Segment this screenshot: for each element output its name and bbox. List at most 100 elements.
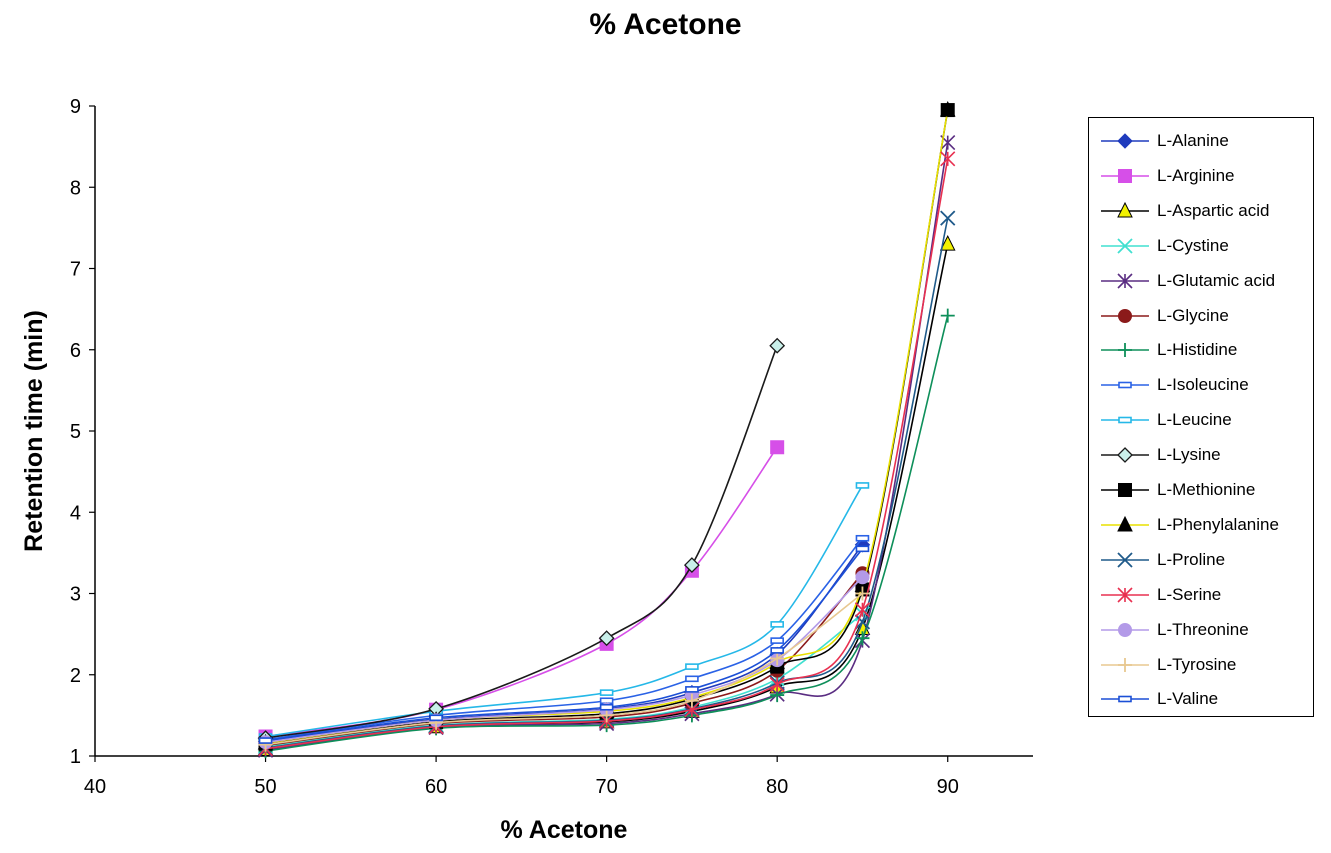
legend-label: L-Valine [1157,689,1219,709]
data-point [939,100,956,117]
chart-legend: L-Alanine L-Arginine L-Aspartic acid L-Cyst… [1088,117,1314,717]
legend-swatch [1101,238,1149,254]
legend-swatch-marker [1118,168,1132,183]
y-tick-label: 8 [70,177,81,199]
series-line [265,142,949,752]
legend-label: L-Methionine [1157,480,1256,499]
y-tick-label: 3 [70,584,81,606]
legend-swatch [1101,168,1149,183]
legend-item: L-Methionine [1089,473,1313,507]
legend-item: L-Glutamic acid [1089,264,1313,298]
x-tick-label: 80 [766,776,788,798]
legend-item: L-Valine [1089,682,1313,716]
data-point [855,631,870,646]
data-point [599,703,614,711]
data-point [769,337,786,354]
series-l-proline [257,210,956,756]
legend-swatch [1101,587,1149,603]
legend-swatch-marker [1118,381,1132,389]
series-l-arginine [258,440,785,744]
legend-swatch-marker [1118,343,1132,358]
series-line [265,345,778,739]
data-point [854,602,871,618]
series-line [265,592,863,746]
legend-swatch-marker [1118,416,1132,424]
series-l-glutamic-acid [257,134,956,758]
series-line [265,544,864,743]
chart-title: % Acetone [589,8,742,41]
legend-label: L-Glutamic acid [1157,270,1276,290]
legend-item: L-Leucine [1089,403,1313,437]
x-tick-label: 40 [84,776,106,798]
series-line [265,537,864,741]
legend-item: L-Phenylalanine [1089,508,1313,542]
legend-label: L-Alanine [1157,131,1229,150]
legend-swatch-marker [1118,308,1132,323]
legend-swatch-marker [1118,483,1132,497]
legend-item: L-Glycine [1089,299,1313,333]
legend-item: L-Aspartic acid [1089,194,1313,228]
legend-swatch [1101,552,1149,568]
legend-label: L-Lysine [1157,445,1221,465]
data-point [854,614,871,630]
series-line [265,613,863,748]
legend-label: L-Glycine [1157,305,1229,325]
legend-swatch [1101,343,1149,358]
y-tick-label: 9 [70,96,81,118]
data-point [598,630,615,647]
legend-swatch [1101,201,1149,218]
legend-item: L-Arginine [1089,159,1313,193]
legend-swatch-marker [1117,552,1133,568]
y-tick-label: 1 [70,746,81,768]
data-point [855,570,870,585]
data-point [770,651,785,666]
legend-label: L-Tyrosine [1157,654,1237,674]
data-point [940,151,956,167]
series-l-aspartic-acid [257,235,956,756]
data-point [769,676,785,693]
data-point [855,482,870,489]
legend-swatch [1101,515,1149,532]
data-point [599,708,614,723]
legend-label: L-Isoleucine [1157,375,1249,395]
series-line [265,217,949,749]
data-point [770,637,784,644]
data-point [855,534,870,542]
data-point [684,693,699,708]
legend-label: L-Leucine [1157,410,1232,430]
y-axis-label: Retention time (min) [20,310,48,552]
legend-label: L-Proline [1157,549,1226,569]
y-tick-label: 4 [70,502,81,524]
legend-swatch [1101,622,1149,637]
y-tick-label: 6 [70,340,81,362]
legend-swatch [1101,308,1149,323]
legend-item: L-Alanine [1089,124,1313,158]
data-point [855,586,870,601]
x-tick-label: 70 [596,776,618,798]
legend-label: L-Cystine [1157,235,1229,255]
legend-item: L-Histidine [1089,333,1313,367]
y-tick-label: 2 [70,665,81,687]
legend-swatch-marker [1117,273,1133,289]
legend-item: L-Proline [1089,543,1313,577]
data-point [683,557,700,573]
y-tick-label: 5 [70,421,81,443]
legend-item: L-Isoleucine [1089,368,1313,402]
data-point [770,621,784,628]
data-point [599,689,614,696]
x-tick-label: 90 [937,776,959,798]
series-line [265,548,864,742]
data-point [855,545,870,553]
data-point [770,647,784,654]
data-point [940,210,956,226]
series-l-valine [258,545,870,744]
legend-swatch [1101,381,1149,389]
x-tick-label: 60 [425,776,447,798]
series-l-serine [257,151,956,757]
y-tick-label: 7 [70,259,81,281]
series-line [265,315,949,752]
legend-label: L-Phenylalanine [1157,514,1279,534]
legend-item: L-Lysine [1089,438,1313,472]
x-tick-label: 50 [254,776,276,798]
